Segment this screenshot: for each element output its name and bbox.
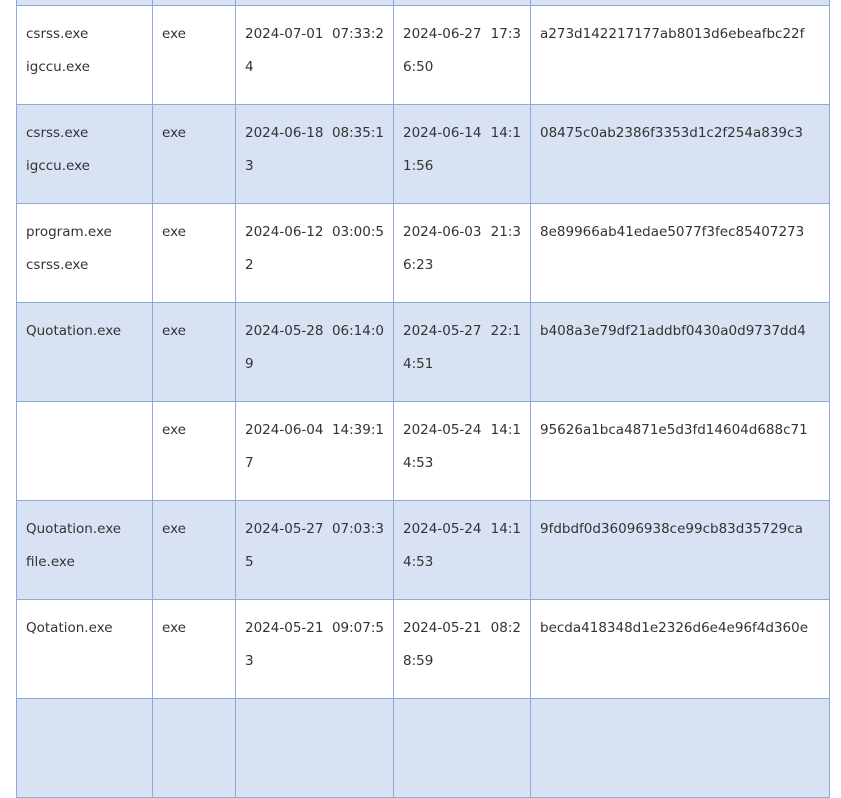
file-name: program.exe	[26, 224, 112, 240]
created-time-cell: 2024-07-01 07:33:24	[235, 5, 394, 105]
md5-hash-cell: 95626a1bca4871e5d3fd14604d688c71	[530, 401, 830, 501]
file-names-cell: program.exe csrss.exe	[16, 203, 153, 303]
file-names-cell: Quotation.exe file.exe	[16, 500, 153, 600]
file-type-cell	[152, 698, 236, 798]
file-names-cell	[16, 401, 153, 501]
file-name: Qotation.exe	[26, 620, 113, 636]
created-time-cell: 2024-05-21 09:07:53	[235, 599, 394, 699]
table-row: csrss.exe igccu.exe exe 2024-06-18 08:35:13…	[16, 104, 830, 204]
file-type-cell: exe	[152, 5, 236, 105]
file-names-cell: csrss.exe igccu.exe	[16, 104, 153, 204]
table-row: Quotation.exe exe 2024-05-28 06:14:09 2024-…	[16, 302, 830, 402]
modified-time-cell: 2024-06-14 14:11:56	[393, 104, 531, 204]
file-hash-table: csrss.exe igccu.exe exe 2024-07-01 07:33:24…	[16, 0, 830, 798]
table-row: program.exe csrss.exe exe 2024-06-12 03:00:…	[16, 203, 830, 303]
table-row: Qotation.exe exe 2024-05-21 09:07:53 2024-0…	[16, 599, 830, 699]
created-time-cell	[235, 698, 394, 798]
table-row	[16, 0, 830, 6]
file-name: csrss.exe	[26, 26, 89, 42]
md5-hash-cell: a273d142217177ab8013d6ebeafbc22f	[530, 5, 830, 105]
modified-time-cell: 2024-05-21 08:28:59	[393, 599, 531, 699]
file-type-cell: exe	[152, 203, 236, 303]
file-name: igccu.exe	[26, 158, 90, 174]
table-row: csrss.exe igccu.exe exe 2024-07-01 07:33:24…	[16, 5, 830, 105]
modified-time-cell: 2024-05-24 14:14:53	[393, 500, 531, 600]
file-name: csrss.exe	[26, 125, 89, 141]
file-type-cell: exe	[152, 401, 236, 501]
created-time-cell: 2024-06-18 08:35:13	[235, 104, 394, 204]
created-time-cell: 2024-05-28 06:14:09	[235, 302, 394, 402]
file-name: file.exe	[26, 554, 75, 570]
table-row: exe 2024-06-04 14:39:17 2024-05-24 14:14:5…	[16, 401, 830, 501]
table-row: Quotation.exe file.exe exe 2024-05-27 07:03…	[16, 500, 830, 600]
md5-hash-cell: becda418348d1e2326d6e4e96f4d360e	[530, 599, 830, 699]
md5-hash-cell: 9fdbdf0d36096938ce99cb83d35729ca	[530, 500, 830, 600]
file-names-cell: Qotation.exe	[16, 599, 153, 699]
file-name: igccu.exe	[26, 59, 90, 75]
md5-hash-cell: 8e89966ab41edae5077f3fec85407273	[530, 203, 830, 303]
table-row	[16, 698, 830, 798]
file-name: csrss.exe	[26, 257, 89, 273]
created-time-cell: 2024-06-12 03:00:52	[235, 203, 394, 303]
file-names-cell	[16, 698, 153, 798]
md5-hash-cell	[530, 698, 830, 798]
md5-hash-cell: b408a3e79df21addbf0430a0d9737dd4	[530, 302, 830, 402]
file-type-cell: exe	[152, 104, 236, 204]
modified-time-cell: 2024-05-24 14:14:53	[393, 401, 531, 501]
file-type-cell: exe	[152, 599, 236, 699]
created-time-cell: 2024-05-27 07:03:35	[235, 500, 394, 600]
file-name: Quotation.exe	[26, 521, 122, 537]
modified-time-cell	[393, 698, 531, 798]
created-time-cell: 2024-06-04 14:39:17	[235, 401, 394, 501]
file-name: Quotation.exe	[26, 323, 122, 339]
file-type-cell: exe	[152, 302, 236, 402]
file-type-cell: exe	[152, 500, 236, 600]
md5-hash-cell: 08475c0ab2386f3353d1c2f254a839c3	[530, 104, 830, 204]
modified-time-cell: 2024-06-27 17:36:50	[393, 5, 531, 105]
file-names-cell: csrss.exe igccu.exe	[16, 5, 153, 105]
modified-time-cell: 2024-06-03 21:36:23	[393, 203, 531, 303]
modified-time-cell: 2024-05-27 22:14:51	[393, 302, 531, 402]
file-names-cell: Quotation.exe	[16, 302, 153, 402]
